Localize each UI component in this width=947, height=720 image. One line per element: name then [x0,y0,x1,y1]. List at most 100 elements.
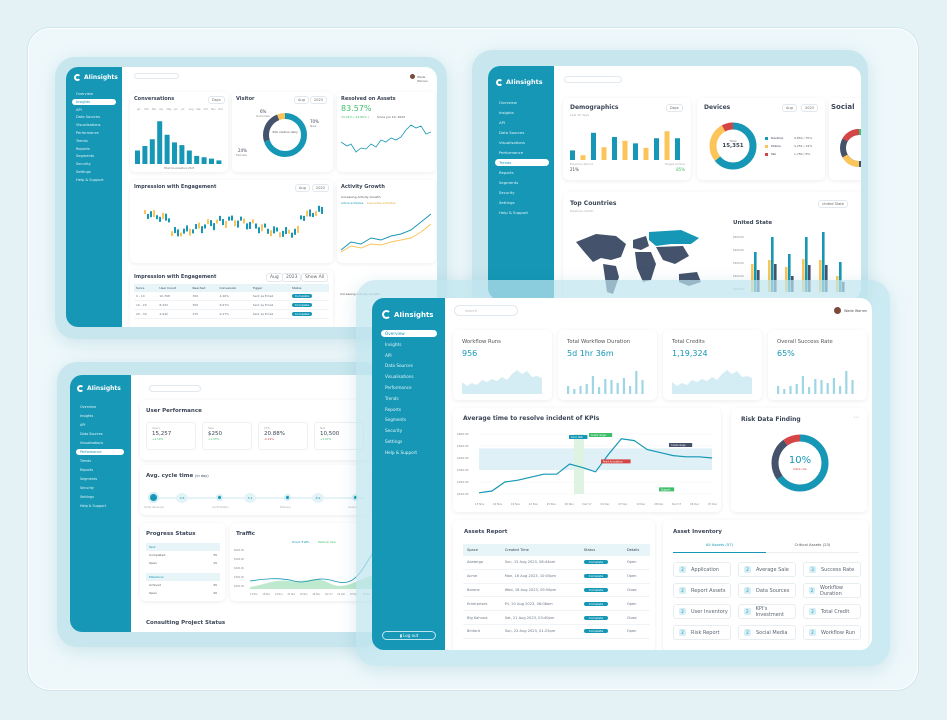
year-dropdown[interactable]: 2023 [282,273,302,282]
sidebar-item-performance[interactable]: Performance [76,131,99,135]
asset-inventory-item[interactable]: 2 KPI's Investment [738,604,796,619]
asset-inventory-item[interactable]: 2 Data Sources [738,583,796,598]
days-dropdown[interactable]: Days [666,104,683,112]
asset-inventory-item[interactable]: 2 Application [673,562,731,577]
asset-inventory-item[interactable]: 2 User Inventory [673,604,731,619]
sidebar-item-settings[interactable]: Settings [76,170,91,174]
details-link[interactable]: Close [626,615,637,620]
sidebar-item-trends[interactable]: Trends [385,395,399,401]
candle [177,229,179,237]
sidebar-item-insights[interactable]: Insights [499,110,514,115]
sidebar-item-security[interactable]: Security [76,162,91,167]
sidebar-item-visualisations[interactable]: Visualisations [76,123,101,128]
logout-button[interactable]: ▮ Log out [382,631,436,640]
sidebar-item-overview[interactable]: Overview [381,330,437,337]
sidebar-item-insights[interactable]: Insights [80,414,94,418]
sidebar-item-performance[interactable]: Performance [76,449,124,455]
sidebar-item-segments[interactable]: Segments [499,180,519,185]
sidebar-item-security[interactable]: Security [80,486,94,490]
sidebar-item-segments[interactable]: Segments [385,417,407,423]
sidebar-item-data-sources[interactable]: Data Sources [385,363,413,369]
sidebar-item-insights[interactable]: Insights [72,98,116,105]
sidebar-item-segments[interactable]: Segments [80,477,98,481]
sidebar-item-trends[interactable]: Trends [76,138,88,143]
sidebar-item-api[interactable]: API [76,107,82,112]
table-cell: 0 - 10 [134,292,158,301]
days-dropdown[interactable]: Days [208,96,225,104]
sidebar-item-security[interactable]: Security [499,190,515,195]
sidebar-item-overview[interactable]: Overview [76,92,93,96]
sidebar-item-data-sources[interactable]: Data Sources [499,130,525,135]
show-all-dropdown[interactable]: Show All [301,273,329,282]
table-row: Binford Sun, 22 Aug 2023, 01:25pm Complete… [463,624,650,639]
sidebar-item-overview[interactable]: Overview [499,100,517,105]
country-dropdown[interactable]: United State [818,200,848,208]
details-link[interactable]: Open [626,574,637,579]
sidebar-item-api[interactable]: API [385,352,392,358]
sidebar-item-api[interactable]: API [499,120,506,125]
y-tick: $100.00 [457,492,469,496]
year-dropdown[interactable]: 2023 [310,96,327,104]
sidebar-item-performance[interactable]: Performance [385,385,412,390]
sidebar-item-settings[interactable]: Settings [385,439,403,444]
asset-inventory-item[interactable]: 2 Average Sale [738,562,796,577]
asset-inventory-item[interactable]: 2 Workflow Run [803,625,861,640]
sidebar-item-overview[interactable]: Overview [80,405,96,409]
asset-inventory-item[interactable]: 3 Success Rate [803,562,861,577]
sidebar-item-visualisations[interactable]: Visualisations [385,374,414,380]
asset-inventory-item[interactable]: 2 Total Credit [803,604,861,619]
sidebar-item-api[interactable]: API [80,423,86,427]
sidebar-item-reports[interactable]: Reports [80,468,94,472]
year-dropdown[interactable]: 2023 [801,104,818,112]
sidebar-item-help-support[interactable]: Help & Support [76,177,104,182]
asset-inventory-item[interactable]: 2 Social Media [738,625,796,640]
sidebar-item-visualisations[interactable]: Visualisations [80,441,104,445]
details-link[interactable]: Open [626,560,637,565]
search-input[interactable] [564,76,622,83]
sidebar-item-help-support[interactable]: Help & Support [80,504,106,508]
tab-critical-assets[interactable]: Critical Assets (23) [766,542,859,553]
sidebar-item-reports[interactable]: Reports [385,406,402,412]
table-cell: Complete [579,610,623,625]
month-dropdown[interactable]: Aug [294,96,309,104]
asset-inventory-item[interactable]: 2 Risk Report [673,625,731,640]
details-link[interactable]: Open [626,629,637,634]
more-options-icon[interactable]: ⋯ [853,414,859,421]
tab-all-assets[interactable]: All Assets (57) [673,542,766,553]
sidebar-item-data-sources[interactable]: Data Sources [80,432,103,436]
details-link[interactable]: Close [626,587,637,592]
search-input[interactable]: Search [454,305,518,316]
details-link[interactable]: Open [626,601,637,606]
sidebar-item-settings[interactable]: Settings [80,495,94,499]
sidebar-item-help-support[interactable]: Help & Support [385,449,418,455]
avatar[interactable] [410,74,415,79]
sidebar-item-trends[interactable]: Trends [495,159,549,166]
kpi-sparkline [462,370,542,394]
sidebar-item-data-sources[interactable]: Data Sources [76,115,100,120]
chart-caption: Total Conversations 2023 [164,167,195,170]
asset-count-badge: 2 [679,608,686,615]
sidebar-item-reports[interactable]: Reports [499,170,514,175]
month-dropdown[interactable]: Aug [782,104,797,112]
sidebar-item-performance[interactable]: Performance [499,150,524,155]
sidebar-item-visualisations[interactable]: Visualisations [499,140,525,145]
sidebar-item-segments[interactable]: Segments [76,154,95,159]
sidebar-item-settings[interactable]: Settings [499,200,515,205]
search-input[interactable] [134,73,179,79]
cell-text: Sent as Email [252,303,274,307]
demographics-card: Demographics Last 10 days Days Previous … [563,98,691,180]
asset-inventory-item[interactable]: 2 Workflow Duration [803,583,861,598]
sidebar-item-trends[interactable]: Trends [80,459,92,463]
asset-inventory-item[interactable]: 2 Report Assets [673,583,731,598]
sidebar-item-security[interactable]: Security [385,428,403,434]
year-dropdown[interactable]: 2023 [312,184,329,192]
sidebar-item-reports[interactable]: Reports [76,146,90,151]
search-input[interactable] [149,385,201,392]
sidebar-item-help-support[interactable]: Help & Support [499,210,529,215]
avatar[interactable] [834,307,841,314]
candle [258,227,260,234]
sidebar-item-insights[interactable]: Insights [385,341,402,347]
month-dropdown[interactable]: Aug [266,273,283,282]
card-title: Top Countries [570,200,617,207]
month-dropdown[interactable]: Aug [295,184,310,192]
